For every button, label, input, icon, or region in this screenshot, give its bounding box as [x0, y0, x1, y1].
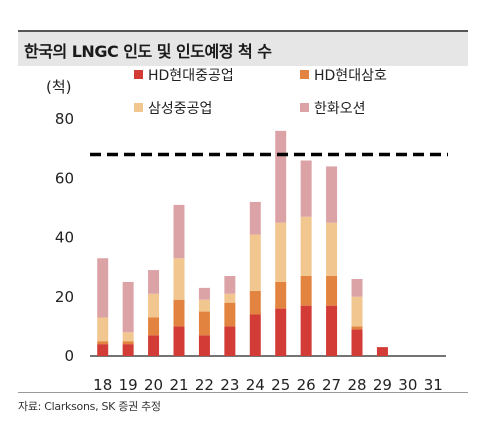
bar-segment [224, 326, 236, 357]
bar-segment [97, 344, 109, 356]
x-tick-label: 18 [93, 376, 112, 394]
bar-segment [275, 222, 287, 282]
bar-segment [224, 293, 236, 303]
bar-segment [97, 317, 109, 342]
bar-segment [249, 201, 261, 235]
x-tick-label: 26 [297, 376, 316, 394]
bar-segment [275, 130, 287, 223]
bar-segment [351, 326, 363, 330]
bar-segment [148, 270, 160, 294]
x-tick-label: 22 [195, 376, 214, 394]
bar-segment [249, 234, 261, 291]
bar-segment [326, 166, 338, 223]
bar-segment [122, 344, 134, 356]
bar-segment [148, 335, 160, 356]
bar-segment [275, 308, 287, 356]
bar-segment [198, 287, 210, 300]
bar-segment [249, 290, 261, 315]
x-tick-label: 31 [424, 376, 443, 394]
legend-swatch [134, 70, 143, 79]
bar-segment [351, 329, 363, 356]
bar-segment [224, 276, 236, 294]
chart-title-bar: 한국의 LNGC 인도 및 인도예정 척 수 [18, 30, 468, 66]
bar-segment [198, 335, 210, 356]
y-tick-label: 0 [64, 347, 74, 365]
bar-segment [122, 341, 134, 345]
legend-swatch [300, 103, 309, 112]
bar-segment [122, 281, 134, 333]
bar-segment [173, 204, 185, 259]
legend-label: HD현대삼호 [314, 68, 387, 84]
x-tick-label: 24 [246, 376, 265, 394]
bar-segment [351, 278, 363, 297]
bar-segment [300, 276, 312, 306]
chart-bars [97, 130, 388, 357]
x-tick-label: 23 [220, 376, 239, 394]
bar-segment [300, 305, 312, 356]
chart-title: 한국의 LNGC 인도 및 인도예정 척 수 [24, 42, 272, 61]
bar-segment [198, 299, 210, 312]
bar-segment [97, 341, 109, 345]
x-tick-label: 27 [322, 376, 341, 394]
bar-segment [148, 317, 160, 336]
x-tick-label: 21 [169, 376, 188, 394]
y-tick-label: 40 [55, 229, 74, 247]
y-tick-label: 60 [55, 169, 74, 187]
bar-segment [326, 222, 338, 277]
bar-segment [97, 258, 109, 318]
bar-segment [326, 276, 338, 306]
x-tick-label: 30 [398, 376, 417, 394]
legend-swatch [300, 70, 309, 79]
bar-segment [173, 299, 185, 327]
x-tick-label: 28 [347, 376, 366, 394]
bar-segment [326, 305, 338, 356]
legend-swatch [134, 103, 143, 112]
bar-segment [173, 326, 185, 357]
bar-segment [249, 314, 261, 356]
legend-label: 한화오션 [314, 101, 366, 117]
source-note: 자료: Clarksons, SK 증권 추정 [18, 400, 161, 413]
x-tick-label: 20 [144, 376, 163, 394]
bar-segment [275, 281, 287, 309]
bar-segment [224, 302, 236, 327]
x-tick-label: 25 [271, 376, 290, 394]
source-divider [18, 392, 468, 393]
legend-label: HD현대중공업 [148, 68, 234, 84]
bar-segment [300, 160, 312, 217]
y-axis-unit-label: (척) [46, 78, 72, 96]
bar-segment [300, 216, 312, 277]
bar-segment [173, 258, 185, 300]
bar-segment [148, 293, 160, 318]
legend-label: 삼성중공업 [148, 101, 212, 117]
y-tick-label: 20 [55, 288, 74, 306]
bar-segment [376, 347, 388, 356]
bar-segment [351, 296, 363, 327]
bar-segment [198, 311, 210, 336]
y-tick-label: 80 [55, 110, 74, 128]
bar-segment [122, 332, 134, 342]
x-tick-label: 19 [119, 376, 138, 394]
x-tick-label: 29 [373, 376, 392, 394]
